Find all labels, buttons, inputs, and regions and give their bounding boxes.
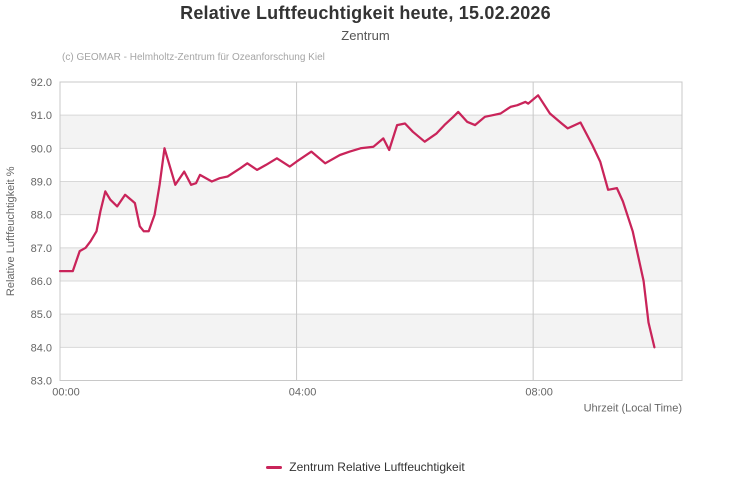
chart-credit: (c) GEOMAR - Helmholtz-Zentrum für Ozean… <box>62 52 325 63</box>
plot-border <box>59 81 683 381</box>
y-tick-label: 90.0 <box>31 143 52 155</box>
x-tick-label: 00:00 <box>52 387 80 399</box>
y-tick-label: 84.0 <box>31 342 52 354</box>
plot-band <box>60 115 682 149</box>
plot-band <box>60 314 682 348</box>
y-axis-title: Relative Luftfeuchtigkeit % <box>5 166 17 296</box>
y-tick-label: 91.0 <box>31 110 52 122</box>
chart-subtitle: Zentrum <box>341 28 390 43</box>
plot-band <box>60 181 682 215</box>
y-tick-label: 86.0 <box>31 276 52 288</box>
y-tick-label: 92.0 <box>31 77 52 89</box>
legend-item-zentrum[interactable]: Zentrum Relative Luftfeuchtigkeit <box>0 457 731 477</box>
plot-band <box>60 247 682 281</box>
y-tick-label: 89.0 <box>31 177 52 189</box>
y-tick-label: 83.0 <box>31 376 52 388</box>
x-axis-title: Uhrzeit (Local Time) <box>584 403 682 415</box>
y-tick-label: 85.0 <box>31 309 52 321</box>
legend-line-icon <box>266 465 283 469</box>
y-tick-label: 87.0 <box>31 243 52 255</box>
legend-label: Zentrum Relative Luftfeuchtigkeit <box>289 460 465 474</box>
series-line <box>58 94 656 349</box>
y-tick-label: 88.0 <box>31 210 52 222</box>
x-tick-label: 04:00 <box>289 387 317 399</box>
x-tick-label: 08:00 <box>525 387 553 399</box>
chart-title: Relative Luftfeuchtigkeit heute, 15.02.2… <box>180 3 551 23</box>
